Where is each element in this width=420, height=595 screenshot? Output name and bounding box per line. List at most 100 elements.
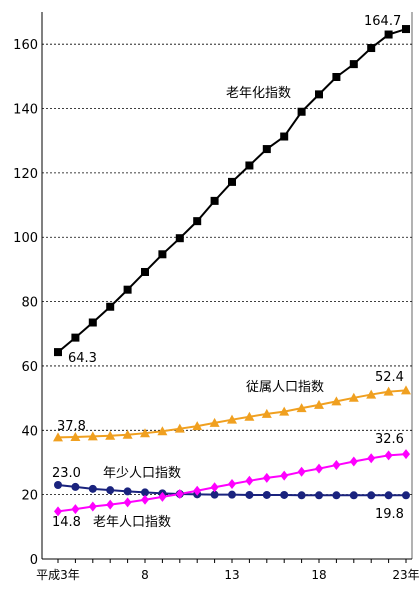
data-label-youth-last: 19.8 [375, 507, 404, 522]
series-2-point-2 [88, 484, 97, 493]
series-0-point-19 [384, 30, 393, 39]
series-1-point-0 [53, 432, 63, 442]
series-1-point-14 [296, 403, 307, 413]
series-3-point-8 [193, 485, 202, 496]
series-3-point-15 [315, 463, 323, 474]
series-3-point-10 [228, 479, 236, 490]
series-1-point-1 [70, 432, 81, 442]
data-label-aging-first: 64.3 [68, 351, 97, 366]
series-2-point-12 [262, 490, 271, 499]
y-tick-0: 0 [30, 553, 38, 568]
series-3-point-7 [175, 489, 184, 500]
series-0-point-14 [297, 107, 306, 116]
series-3-point-11 [245, 475, 254, 486]
series-1-point-12 [261, 408, 272, 418]
data-label-dependency-first: 37.8 [57, 419, 86, 434]
series-2-point-4 [123, 487, 132, 496]
series-3-point-19 [384, 450, 393, 461]
series-3-point-3 [106, 499, 115, 510]
series-3-point-13 [280, 470, 289, 481]
y-tick-80: 80 [21, 296, 38, 311]
series-label-dependency-index: 従属人口指数 [246, 380, 324, 395]
y-tick-100: 100 [13, 231, 38, 246]
series-1-point-7 [174, 423, 185, 433]
series-3-point-17 [349, 456, 358, 467]
series-2-point-10 [228, 490, 236, 499]
series-3-point-14 [297, 466, 306, 477]
series-0-point-17 [349, 60, 358, 69]
series-3-point-0 [54, 506, 62, 517]
series-0-point-4 [123, 285, 132, 294]
series-3-point-9 [210, 482, 219, 493]
series-1-point-20 [401, 385, 411, 395]
series-2-point-18 [367, 491, 376, 500]
series-0-point-3 [106, 302, 115, 311]
data-label-elderly-last: 32.6 [375, 432, 404, 447]
series-label-youth-index: 年少人口指数 [103, 466, 181, 481]
series-1-point-8 [192, 421, 203, 431]
x-tick-labels: 平成3年 8 13 18 23年 [36, 568, 419, 582]
series-3-point-16 [332, 460, 341, 471]
labels: 老年化指数 従属人口指数 年少人口指数 老年人口指数 64.3 164.7 37… [52, 14, 404, 530]
series-label-aging-index: 老年化指数 [226, 86, 291, 101]
series-label-elderly-index: 老年人口指数 [93, 515, 171, 530]
y-tick-labels: 0 20 40 60 80 100 120 140 160 [13, 38, 38, 568]
series-3-point-1 [71, 504, 80, 515]
series-0-point-11 [245, 161, 254, 170]
series-2-point-17 [349, 491, 358, 500]
series-0-point-6 [158, 250, 167, 259]
series-0-point-18 [367, 44, 376, 53]
series-1-point-19 [383, 386, 394, 396]
series-3-point-18 [367, 453, 376, 464]
series-3-point-6 [158, 491, 167, 502]
data-label-aging-last: 164.7 [364, 14, 401, 29]
series-3-point-4 [123, 497, 132, 508]
series-1-point-15 [314, 399, 324, 409]
x-tick-2: 13 [224, 568, 239, 582]
series-0-point-5 [141, 267, 149, 276]
series-2-point-0 [54, 480, 62, 489]
axes [41, 12, 413, 563]
series-1-point-16 [331, 396, 342, 406]
series-2-point-1 [71, 482, 80, 491]
series-markers [53, 25, 411, 517]
series-2-point-5 [141, 488, 149, 497]
series-1-point-2 [87, 431, 98, 441]
series-0-point-0 [54, 348, 62, 357]
y-tick-40: 40 [21, 424, 38, 439]
gridlines [42, 43, 412, 496]
series-3-point-2 [88, 501, 97, 512]
series-2-point-14 [297, 491, 306, 500]
series-2-point-19 [384, 491, 393, 500]
series-2-point-11 [245, 490, 254, 499]
series-0-point-15 [315, 90, 323, 99]
x-tick-1: 8 [141, 568, 149, 582]
series-0-point-12 [262, 145, 271, 154]
series-0-point-8 [193, 217, 202, 226]
x-tick-0: 平成3年 [36, 568, 80, 582]
series-1-point-4 [122, 429, 133, 439]
series-3-point-12 [262, 472, 271, 483]
series-3-point-20 [402, 449, 410, 460]
data-label-youth-first: 23.0 [52, 466, 81, 481]
y-tick-160: 160 [13, 38, 38, 53]
series-1-point-18 [366, 389, 377, 399]
series-1-point-17 [348, 392, 359, 402]
series-1-point-6 [157, 426, 168, 436]
series-2-point-20 [402, 491, 410, 500]
series-1-point-13 [279, 406, 290, 416]
y-tick-60: 60 [21, 360, 38, 375]
series-0-point-2 [88, 318, 97, 327]
y-tick-120: 120 [13, 167, 38, 182]
series-0-point-16 [332, 72, 341, 81]
data-label-elderly-first: 14.8 [52, 515, 81, 530]
series-1-point-5 [140, 428, 150, 438]
series-2-point-9 [210, 490, 219, 499]
series-0-point-9 [210, 196, 219, 205]
series-2-point-3 [106, 486, 115, 495]
y-tick-20: 20 [21, 489, 38, 504]
y-tick-140: 140 [13, 103, 38, 118]
series-0-point-10 [228, 177, 236, 186]
series-2-point-13 [280, 490, 289, 499]
